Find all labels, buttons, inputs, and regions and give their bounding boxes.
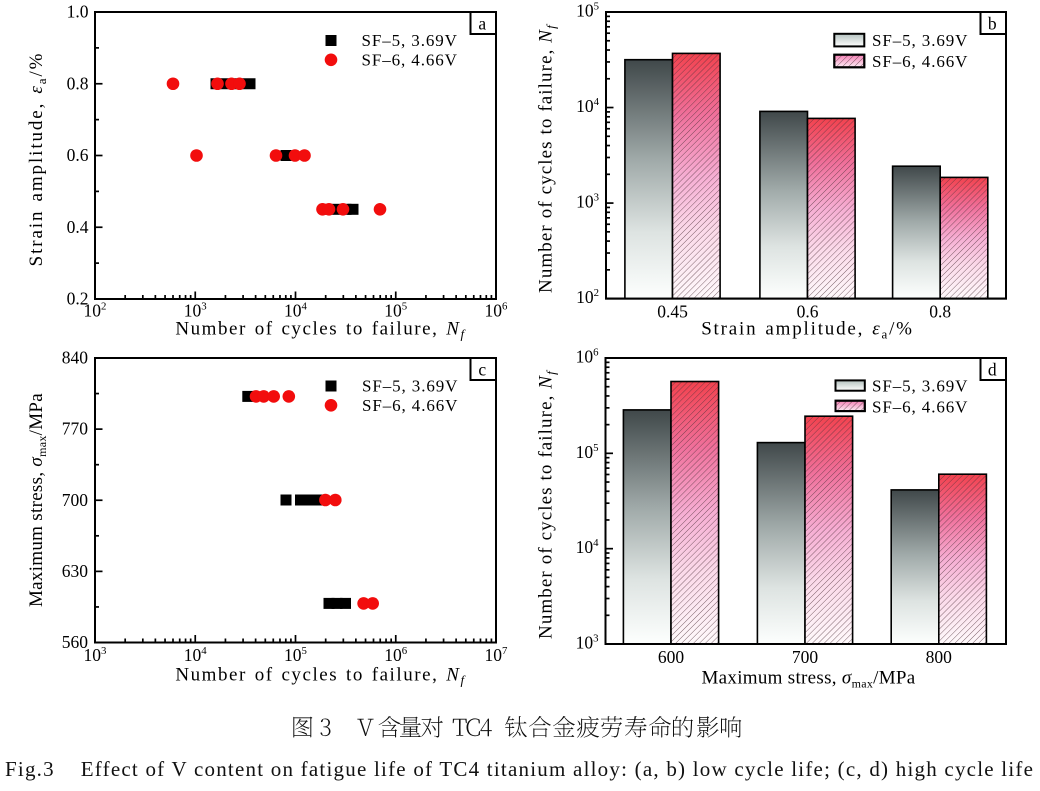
- svg-text:770: 770: [62, 419, 89, 439]
- svg-text:Strain amplitude, εa/%: Strain amplitude, εa/%: [701, 319, 914, 342]
- svg-text:103: 103: [84, 645, 107, 665]
- svg-text:106: 106: [485, 301, 509, 321]
- svg-text:630: 630: [62, 561, 89, 581]
- svg-text:105: 105: [284, 645, 307, 665]
- svg-text:106: 106: [384, 645, 408, 665]
- svg-text:600: 600: [658, 647, 685, 667]
- svg-text:104: 104: [184, 645, 208, 665]
- svg-text:SF–6, 4.66V: SF–6, 4.66V: [362, 396, 458, 415]
- svg-text:840: 840: [62, 348, 89, 368]
- svg-text:SF–5, 3.69V: SF–5, 3.69V: [872, 31, 968, 50]
- svg-text:700: 700: [792, 647, 819, 667]
- svg-text:104: 104: [576, 537, 600, 557]
- svg-text:Number of cycles to failure, N: Number of cycles to failure, Nf: [175, 319, 466, 342]
- svg-text:107: 107: [485, 645, 509, 665]
- svg-text:800: 800: [926, 647, 953, 667]
- svg-text:0.2: 0.2: [67, 289, 89, 309]
- svg-text:0.6: 0.6: [67, 145, 89, 165]
- svg-text:SF–6, 4.66V: SF–6, 4.66V: [872, 52, 968, 71]
- svg-text:104: 104: [576, 96, 600, 116]
- svg-text:105: 105: [576, 1, 599, 21]
- svg-text:c: c: [478, 360, 486, 380]
- svg-text:Number of cycles to failure, N: Number of cycles to failure, Nf: [536, 23, 559, 293]
- svg-text:a: a: [478, 14, 486, 34]
- svg-text:Number of cycles to failure, N: Number of cycles to failure, Nf: [536, 369, 559, 639]
- svg-text:d: d: [988, 360, 997, 380]
- svg-text:0.8: 0.8: [929, 301, 951, 321]
- svg-text:SF–6, 4.66V: SF–6, 4.66V: [362, 51, 458, 70]
- svg-text:700: 700: [62, 490, 89, 510]
- svg-text:105: 105: [576, 442, 599, 462]
- svg-text:SF–6, 4.66V: SF–6, 4.66V: [872, 397, 968, 416]
- svg-text:103: 103: [184, 301, 207, 321]
- svg-text:103: 103: [576, 192, 599, 212]
- svg-text:Maximum stress, σmax/MPa: Maximum stress, σmax/MPa: [26, 393, 49, 607]
- svg-text:560: 560: [62, 632, 89, 652]
- svg-text:103: 103: [576, 633, 599, 653]
- svg-text:SF–5, 3.69V: SF–5, 3.69V: [872, 376, 968, 395]
- svg-text:105: 105: [384, 301, 407, 321]
- svg-text:Maximum stress, σmax/MPa: Maximum stress, σmax/MPa: [701, 668, 915, 691]
- svg-text:0.6: 0.6: [797, 301, 819, 321]
- svg-text:106: 106: [576, 347, 600, 367]
- svg-text:102: 102: [84, 301, 107, 321]
- svg-text:0.45: 0.45: [657, 301, 688, 321]
- svg-text:0.4: 0.4: [67, 217, 89, 237]
- svg-text:102: 102: [576, 287, 599, 307]
- svg-text:Strain amplitude, εa/%: Strain amplitude, εa/%: [26, 52, 49, 267]
- svg-text:Number of cycles to failure, N: Number of cycles to failure, Nf: [175, 665, 466, 688]
- svg-text:1.0: 1.0: [67, 2, 89, 22]
- svg-text:SF–5, 3.69V: SF–5, 3.69V: [362, 377, 458, 396]
- svg-text:0.8: 0.8: [67, 73, 89, 93]
- svg-text:SF–5, 3.69V: SF–5, 3.69V: [362, 31, 458, 50]
- svg-text:b: b: [988, 14, 997, 34]
- svg-text:104: 104: [284, 301, 308, 321]
